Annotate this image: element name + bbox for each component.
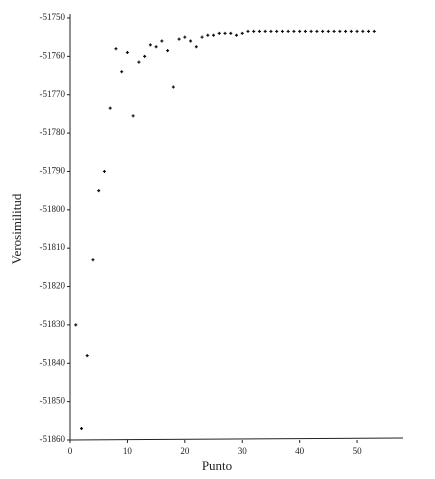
point (91, 258, 95, 262)
y-tick-label: -51840 (40, 357, 66, 367)
point (275, 29, 279, 33)
point (326, 29, 330, 33)
point (177, 37, 181, 41)
point (349, 29, 353, 33)
x-tick-label: 0 (68, 446, 73, 456)
y-tick-label: -51850 (40, 396, 66, 406)
point (223, 31, 227, 35)
point (246, 29, 250, 33)
point (79, 426, 83, 430)
point (344, 29, 348, 33)
point (303, 29, 307, 33)
y-tick-label: -51780 (40, 127, 66, 137)
point (332, 29, 336, 33)
point (315, 29, 319, 33)
point (102, 169, 106, 173)
point (292, 29, 296, 33)
point (171, 85, 175, 89)
point (189, 39, 193, 43)
point (137, 60, 141, 64)
point (160, 39, 164, 43)
point (252, 29, 256, 33)
y-tick-label: -51790 (40, 166, 66, 176)
point (217, 31, 221, 35)
x-tick-label: 20 (180, 446, 190, 456)
point (263, 29, 267, 33)
point (97, 189, 101, 193)
point (166, 49, 170, 53)
point (269, 29, 273, 33)
point (125, 51, 129, 55)
y-axis-label: Verosimilitud (9, 193, 24, 264)
y-tick-label: -51810 (40, 242, 66, 252)
point (367, 29, 371, 33)
x-axis-label: Punto (202, 458, 232, 473)
point (108, 106, 112, 110)
point (200, 35, 204, 39)
point (257, 29, 261, 33)
point (148, 43, 152, 47)
point (280, 29, 284, 33)
y-tick-label: -51860 (40, 434, 66, 444)
y-tick-label: -51800 (40, 204, 66, 214)
point (240, 31, 244, 35)
point (114, 47, 118, 51)
point (361, 29, 365, 33)
point (143, 54, 147, 58)
point (120, 70, 124, 74)
point (321, 29, 325, 33)
point (183, 35, 187, 39)
point (372, 29, 376, 33)
y-tick-label: -51830 (40, 319, 66, 329)
x-axis (69, 437, 404, 441)
point (194, 45, 198, 49)
y-tick-label: -51770 (40, 89, 66, 99)
x-tick-label: 50 (353, 446, 363, 456)
x-tick-label: 40 (295, 446, 305, 456)
point (355, 29, 359, 33)
point (154, 45, 158, 49)
point (309, 29, 313, 33)
y-tick-label: -51750 (40, 12, 66, 22)
point (74, 323, 78, 327)
y-tick-label: -51820 (40, 281, 66, 291)
point (298, 29, 302, 33)
point (131, 114, 135, 118)
point (235, 33, 238, 37)
x-tick-label: 30 (238, 446, 248, 456)
y-tick-label: -51760 (40, 50, 66, 60)
point (212, 33, 216, 37)
point (229, 31, 233, 35)
x-tick-label: 10 (123, 446, 133, 456)
point (85, 354, 89, 358)
point (338, 29, 342, 33)
point (206, 33, 210, 37)
point (286, 29, 290, 33)
